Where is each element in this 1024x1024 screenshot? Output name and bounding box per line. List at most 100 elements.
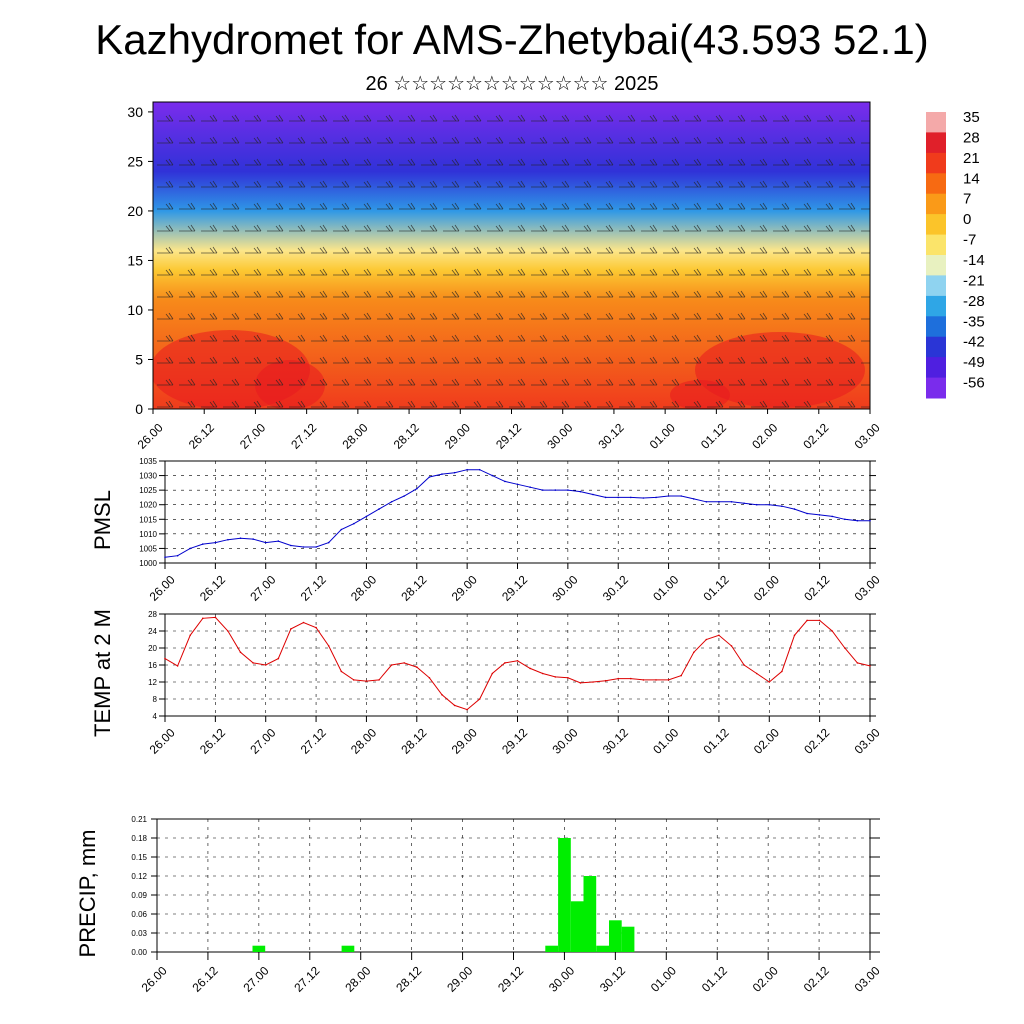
x-tick-label: 30.12 — [596, 420, 627, 451]
x-tick-label: 27.00 — [240, 963, 271, 994]
x-tick-label: 02.00 — [749, 420, 780, 451]
y-tick-label: 0 — [135, 401, 143, 417]
temp-point — [806, 619, 808, 622]
pmsl-point — [693, 498, 695, 500]
x-tick-label: 29.00 — [449, 725, 480, 756]
y-tick-label: 1010 — [139, 530, 157, 539]
y-tick-label: 16 — [148, 661, 157, 670]
pmsl-point — [441, 473, 443, 475]
temp-point — [541, 672, 544, 675]
y-tick-label: 0.09 — [131, 891, 147, 900]
pmsl-point — [806, 512, 808, 515]
y-tick-label: 0.06 — [131, 910, 147, 919]
colorbar-swatch — [926, 316, 946, 338]
y-tick-label: 0.21 — [131, 815, 147, 824]
colorbar-label: -21 — [963, 272, 985, 289]
temp-point — [491, 672, 494, 675]
temp-point — [592, 681, 594, 683]
pmsl-point — [541, 489, 544, 491]
x-tick-label: 30.12 — [600, 725, 631, 756]
temp-point — [353, 679, 355, 681]
x-tick-label: 26.12 — [197, 572, 228, 603]
pmsl-point — [264, 541, 267, 544]
pmsl-point — [718, 501, 720, 503]
precip-bar — [545, 945, 558, 952]
colorbar-label: 7 — [963, 191, 971, 208]
colorbar-label: 0 — [963, 211, 971, 228]
temp-point — [579, 682, 582, 684]
temp-point — [277, 657, 280, 660]
x-tick-label: 26.00 — [147, 725, 178, 756]
pmsl-point — [755, 503, 758, 506]
x-tick-label: 28.00 — [342, 963, 373, 994]
chart-title: Kazhydromet for AMS-Zhetybai(43.593 52.1… — [95, 16, 929, 63]
temp-point — [604, 679, 607, 682]
pmsl-point — [466, 468, 468, 471]
x-tick-label: 02.12 — [801, 725, 832, 756]
y-tick-label: 0.15 — [131, 853, 147, 862]
temp-point — [164, 657, 166, 660]
temp-point — [453, 704, 456, 707]
pmsl-point — [554, 489, 557, 491]
temp-point — [214, 616, 217, 619]
x-tick-label: 02.12 — [801, 963, 832, 994]
colorbar-swatch — [926, 255, 946, 276]
temp-point — [831, 630, 833, 632]
temp-point — [466, 708, 468, 711]
temp-point — [227, 630, 229, 632]
colorbar-label: -49 — [963, 354, 985, 371]
colorbar-swatch — [926, 275, 946, 297]
colorbar-label: 35 — [963, 109, 980, 126]
pmsl-point — [529, 486, 531, 489]
x-tick-label: 29.12 — [495, 963, 526, 994]
pmsl-ylabel: PMSL — [90, 490, 115, 550]
precip-bar — [609, 920, 622, 952]
pmsl-point — [680, 495, 682, 497]
pmsl-point — [630, 496, 632, 499]
x-tick-label: 02.00 — [751, 725, 782, 756]
temp-point — [730, 645, 733, 647]
pmsl-point — [504, 480, 506, 483]
pmsl-point — [176, 554, 179, 557]
colorbar-label: 14 — [963, 170, 980, 187]
y-tick-label: 0.18 — [131, 834, 147, 843]
y-tick-label: 1020 — [139, 501, 157, 510]
pmsl-point — [730, 501, 733, 503]
colorbar-swatch — [926, 234, 946, 256]
y-tick-label: 0.00 — [131, 948, 147, 957]
x-tick-label: 01.00 — [647, 420, 678, 451]
temp-point — [693, 651, 695, 654]
x-tick-label: 03.00 — [852, 725, 883, 756]
pmsl-point — [655, 496, 657, 499]
pmsl-point — [604, 496, 607, 499]
pmsl-point — [856, 519, 859, 522]
pmsl-point — [831, 515, 833, 518]
x-tick-label: 28.00 — [348, 572, 379, 603]
pmsl-point — [302, 546, 305, 548]
temp-ylabel: TEMP at 2 M — [90, 609, 115, 737]
temp-point — [642, 679, 645, 681]
pmsl-point — [290, 544, 292, 547]
temp-point — [239, 651, 242, 654]
pmsl-point — [239, 537, 242, 539]
x-tick-label: 28.00 — [348, 725, 379, 756]
colorbar-swatch — [926, 214, 946, 235]
temp-point — [705, 638, 708, 641]
pmsl-point — [743, 502, 745, 505]
colorbar-label: 21 — [963, 150, 980, 167]
colorbar-label: 28 — [963, 129, 980, 146]
x-tick-label: 01.00 — [648, 963, 679, 994]
x-tick-label: 27.00 — [247, 725, 278, 756]
x-tick-label: 01.00 — [650, 725, 681, 756]
pmsl-point — [315, 546, 317, 548]
x-tick-label: 28.00 — [339, 420, 370, 451]
y-tick-label: 12 — [148, 678, 157, 687]
temp-point — [768, 681, 771, 683]
x-tick-label: 27.12 — [288, 420, 319, 451]
pmsl-point — [818, 514, 821, 516]
x-tick-label: 27.00 — [247, 572, 278, 603]
colorbar-label: -42 — [963, 334, 985, 351]
y-tick-label: 15 — [127, 252, 143, 268]
temp-point — [655, 679, 657, 681]
x-tick-label: 26.00 — [147, 572, 178, 603]
